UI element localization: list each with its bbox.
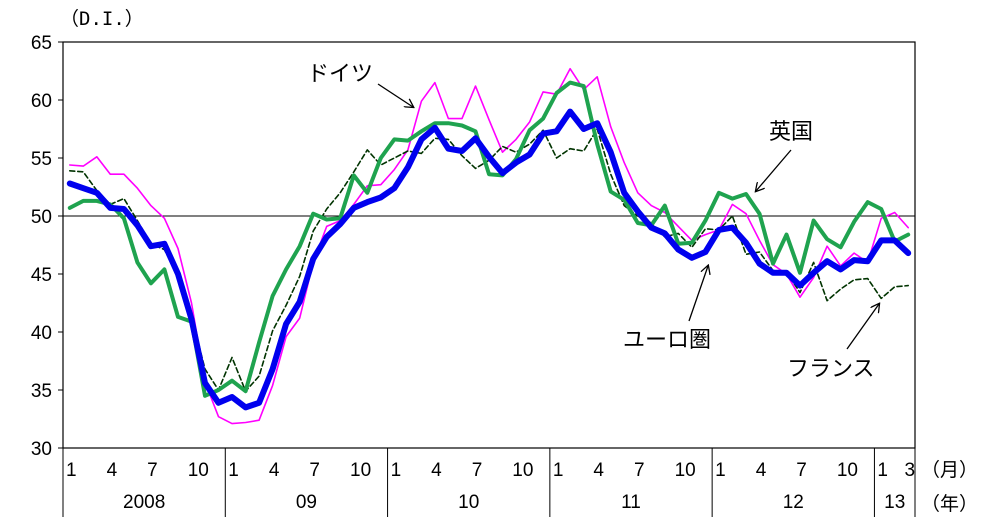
annotation-germany: ドイツ: [307, 61, 373, 86]
x-axis-year-unit-label: （年）: [921, 493, 978, 515]
plot-area: [62, 41, 916, 449]
x-tick-label: 7: [634, 460, 645, 481]
y-tick-label: 30: [31, 439, 52, 460]
year-label: 10: [458, 492, 479, 513]
x-tick-label: 4: [756, 460, 767, 481]
annotation-arrow-france: [846, 304, 879, 350]
y-tick-label: 40: [31, 323, 52, 344]
y-tick-label: 50: [31, 207, 52, 228]
annotation-uk: 英国: [769, 119, 813, 144]
x-tick-label: 4: [269, 460, 280, 481]
annotation-arrow-germany: [377, 83, 413, 107]
x-tick-label: 4: [431, 460, 442, 481]
y-tick-label: 55: [31, 149, 52, 170]
x-tick-label: 10: [350, 460, 371, 481]
y-tick-label: 65: [31, 33, 52, 54]
annotation-arrow-uk: [756, 149, 792, 191]
series-line-2: [66, 108, 912, 411]
series-lines: [66, 67, 912, 425]
y-axis: 30 35 40 45 50 55 60 65: [31, 33, 63, 460]
x-tick-label: 10: [512, 460, 533, 481]
annotation-eurozone: ユーロ圏: [623, 327, 711, 352]
x-tick-label: 10: [675, 460, 696, 481]
x-tick-label: 7: [309, 460, 320, 481]
x-tick-label: 7: [472, 460, 483, 481]
year-label: 11: [621, 492, 641, 513]
y-tick-label: 60: [31, 91, 52, 112]
x-tick-label: 10: [188, 460, 209, 481]
x-tick-label: 1: [391, 460, 402, 481]
x-tick-label: 10: [837, 460, 858, 481]
x-tick-label: 1: [877, 460, 888, 481]
x-tick-label: 1: [553, 460, 564, 481]
x-tick-label: 1: [715, 460, 726, 481]
x-tick-label: 7: [796, 460, 807, 481]
x-tick-label: 7: [147, 460, 158, 481]
y-tick-label: 35: [31, 381, 52, 402]
year-label: 2008: [123, 492, 165, 513]
x-tick-label: 3: [904, 460, 915, 481]
y-axis-unit-label: （D.I.）: [60, 8, 144, 30]
x-tick-label: 1: [66, 460, 77, 481]
year-label: 12: [783, 492, 804, 513]
x-axis-month-unit-label: （月）: [921, 459, 978, 481]
annotation-arrow-eurozone: [688, 266, 708, 322]
annotation-france: フランス: [787, 356, 875, 381]
x-tick-label: 4: [593, 460, 604, 481]
x-tick-label: 4: [107, 460, 118, 481]
year-label: 13: [884, 492, 905, 513]
year-label: 09: [296, 492, 317, 513]
y-tick-label: 45: [31, 265, 52, 286]
x-tick-label: 1: [228, 460, 239, 481]
